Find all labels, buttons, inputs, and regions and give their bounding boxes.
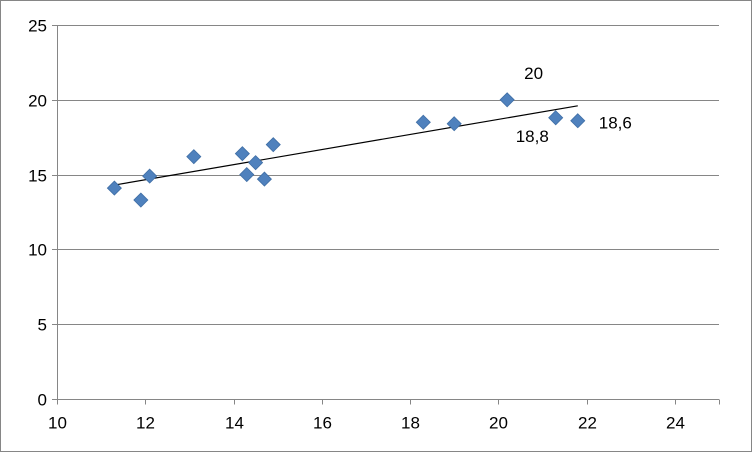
- y-tick-label: 10: [28, 241, 47, 260]
- trendline-group: [114, 105, 578, 186]
- data-points: [106, 92, 586, 208]
- data-label: 20: [524, 64, 543, 83]
- data-point: [106, 180, 122, 196]
- axes: 0 5 10 15 20 25 10 12 14 16 18 20 22 24: [28, 17, 720, 433]
- x-tick-label: 18: [401, 414, 420, 433]
- data-point: [234, 146, 250, 162]
- data-point: [265, 137, 281, 153]
- data-point: [570, 113, 586, 129]
- data-point: [499, 92, 515, 108]
- gridlines: [57, 25, 719, 325]
- data-point: [133, 192, 149, 208]
- y-tick-label: 25: [28, 17, 47, 36]
- data-point: [446, 116, 462, 132]
- data-point: [256, 171, 272, 187]
- x-tick-label: 10: [48, 414, 67, 433]
- data-label: 18,8: [516, 127, 549, 146]
- x-tick-label: 12: [136, 414, 155, 433]
- x-tick-label: 16: [313, 414, 332, 433]
- data-point: [248, 155, 264, 171]
- data-point: [415, 114, 431, 130]
- y-tick-label: 20: [28, 92, 47, 111]
- data-point: [142, 168, 158, 184]
- x-tick-label: 14: [225, 414, 244, 433]
- trendline: [114, 105, 578, 186]
- data-point: [186, 149, 202, 165]
- data-label: 18,6: [599, 114, 632, 133]
- y-tick-label: 0: [38, 391, 47, 410]
- x-tick-label: 24: [666, 414, 685, 433]
- y-tick-label: 5: [38, 316, 47, 335]
- x-tick-label: 22: [578, 414, 597, 433]
- data-point: [548, 110, 564, 126]
- labels: 20 18,8 18,6: [516, 64, 632, 146]
- data-point: [239, 167, 255, 183]
- y-tick-label: 15: [28, 167, 47, 186]
- x-tick-label: 20: [489, 414, 508, 433]
